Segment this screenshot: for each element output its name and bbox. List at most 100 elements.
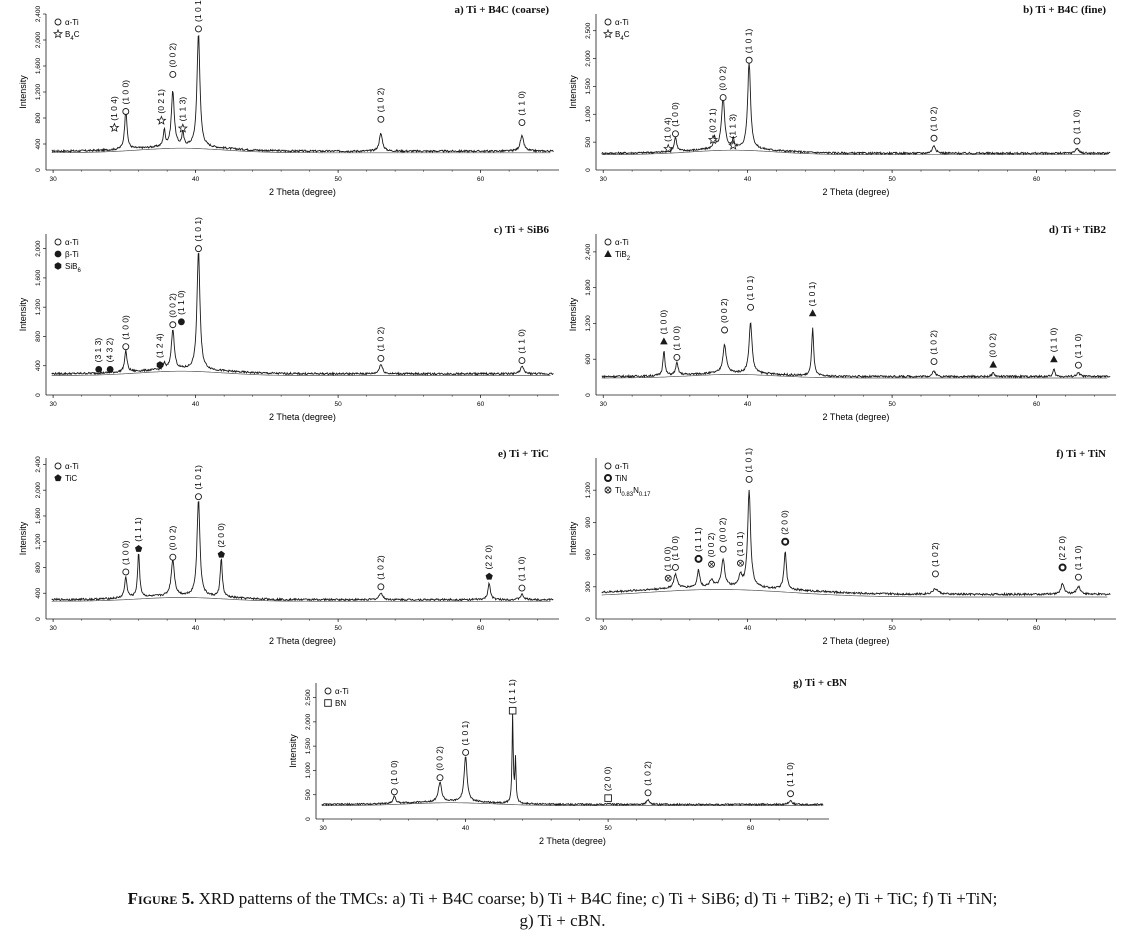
y-tick-label: 800 xyxy=(35,562,42,573)
background-curve xyxy=(601,374,1108,379)
legend-label: β-Ti xyxy=(65,250,79,259)
peak-label: (1 1 0) xyxy=(1073,333,1083,358)
x-tick-label: 50 xyxy=(605,825,613,832)
x-tick-label: 60 xyxy=(1033,401,1041,408)
peak-label: (1 0 1) xyxy=(735,531,745,556)
star-open-marker xyxy=(52,28,64,39)
legend-label: B4C xyxy=(615,30,630,42)
xrd-plot: 400 800 1,200 1,600 2,000 2,400 0 30 40 50 60 2 The… xyxy=(18,456,559,646)
circle-filled-marker xyxy=(106,365,114,373)
panel-title: g) Ti + cBN xyxy=(793,677,847,689)
circle-open-marker xyxy=(604,462,612,470)
circle-open-marker xyxy=(462,749,470,756)
star-open-marker xyxy=(156,115,167,125)
peak-label: (2 2 0) xyxy=(484,545,494,570)
pentagon-filled-marker xyxy=(54,474,62,482)
peak-label: (0 0 2) xyxy=(706,533,716,558)
background-curve xyxy=(321,802,821,806)
background-curve xyxy=(51,597,551,602)
y-axis-label: Intensity xyxy=(568,297,578,331)
peak-label: (0 0 2) xyxy=(718,517,728,542)
y-tick-label: 800 xyxy=(35,112,42,123)
peak-label: (0 0 2) xyxy=(167,525,177,550)
hexagon-filled-marker xyxy=(54,262,62,270)
peak-label: (1 0 2) xyxy=(929,330,939,355)
y-tick-label: 1,000 xyxy=(305,762,312,779)
y-tick-label: 2,400 xyxy=(585,243,592,260)
x-tick-label: 40 xyxy=(744,176,752,183)
y-axis-label: Intensity xyxy=(288,734,298,768)
x-tick-label: 50 xyxy=(888,625,896,632)
y-tick-label: 800 xyxy=(35,331,42,342)
peak-label: (1 0 1) xyxy=(745,276,755,301)
circle-open-marker xyxy=(930,358,938,366)
figure-caption: Figure 5. XRD patterns of the TMCs: a) T… xyxy=(0,888,1125,932)
circle-open-marker xyxy=(54,18,62,26)
peak-label: (1 0 0) xyxy=(658,310,668,335)
y-tick-label: 1,200 xyxy=(585,482,592,499)
x-tick-label: 50 xyxy=(888,401,896,408)
x-tick-label: 30 xyxy=(320,825,328,832)
x-axis-label: 2 Theta (degree) xyxy=(539,836,606,846)
peak-label: (1 0 0) xyxy=(389,760,399,785)
legend-label: B4C xyxy=(65,30,80,42)
star-open-marker xyxy=(707,134,719,145)
y-tick-label: 900 xyxy=(585,517,592,528)
peak-label: (1 1 0) xyxy=(516,91,526,116)
x-axis-label: 2 Theta (degree) xyxy=(269,636,336,646)
y-tick-label: 0 xyxy=(305,817,312,821)
y-tick-label: 0 xyxy=(35,617,42,621)
peak-label: (1 0 1) xyxy=(193,465,203,490)
peak-label: (1 0 1) xyxy=(460,721,470,746)
y-tick-label: 1,600 xyxy=(35,269,42,286)
panel-title: a) Ti + B4C (coarse) xyxy=(454,4,549,16)
y-tick-label: 1,200 xyxy=(35,83,42,100)
background-curve xyxy=(601,589,1108,598)
xrd-pattern-line xyxy=(601,63,1111,156)
peak-label: (2 2 0) xyxy=(1057,536,1067,561)
x-tick-label: 30 xyxy=(600,176,608,183)
circle-open-marker xyxy=(122,568,130,576)
peak-label: (0 2 1) xyxy=(708,108,718,133)
peak-label: (1 1 0) xyxy=(516,556,526,581)
legend-label: SiB6 xyxy=(65,262,81,274)
peak-label: (1 0 0) xyxy=(120,315,130,340)
y-tick-label: 1,800 xyxy=(585,279,592,296)
peak-label: (0 0 2) xyxy=(719,298,729,323)
y-tick-label: 1,200 xyxy=(35,533,42,550)
triangle-filled-marker xyxy=(808,309,817,317)
circle-hatched-marker xyxy=(736,559,744,567)
circle-open-marker xyxy=(604,18,612,26)
hexagon-filled-marker xyxy=(156,361,164,369)
x-tick-label: 50 xyxy=(335,401,343,408)
circle-open-marker xyxy=(1074,573,1082,581)
x-tick-label: 60 xyxy=(747,825,755,832)
circle-open-marker xyxy=(931,570,939,578)
caption-text: XRD patterns of the TMCs: a) Ti + B4C co… xyxy=(198,889,998,908)
peak-label: (0 2 1) xyxy=(156,89,166,114)
xrd-panel-f: f) Ti + TiN 300 600 900 1,200 0 30 40 50 60 2 The… xyxy=(568,448,1120,657)
x-tick-label: 60 xyxy=(1033,625,1041,632)
xrd-panel-d: d) Ti + TiB2 600 1,200 1,800 2,400 0 30 40 50 60… xyxy=(568,224,1120,433)
xrd-pattern-line xyxy=(601,489,1111,597)
peak-label: (1 0 2) xyxy=(375,555,385,580)
peak-label: (1 0 1) xyxy=(807,282,817,307)
circle-open-marker xyxy=(169,321,177,329)
y-tick-label: 1,500 xyxy=(585,78,592,95)
peak-label: (1 1 0) xyxy=(176,290,186,315)
legend-label: BN xyxy=(335,699,346,708)
star-open-marker xyxy=(602,28,614,39)
peak-label: (1 1 0) xyxy=(1073,545,1083,570)
triangle-filled-marker xyxy=(1050,355,1058,363)
circle-bold-marker xyxy=(1058,563,1067,572)
peak-label: (1 1 0) xyxy=(785,762,795,787)
x-tick-label: 30 xyxy=(600,625,608,632)
peak-label: (1 0 0) xyxy=(663,546,673,571)
star-open-marker xyxy=(663,143,674,154)
panel-title: b) Ti + B4C (fine) xyxy=(1023,4,1106,16)
circle-open-marker xyxy=(518,119,526,127)
circle-open-marker xyxy=(377,115,385,123)
circle-open-marker xyxy=(1074,361,1082,369)
y-tick-label: 1,600 xyxy=(35,57,42,74)
x-tick-label: 30 xyxy=(600,401,608,408)
